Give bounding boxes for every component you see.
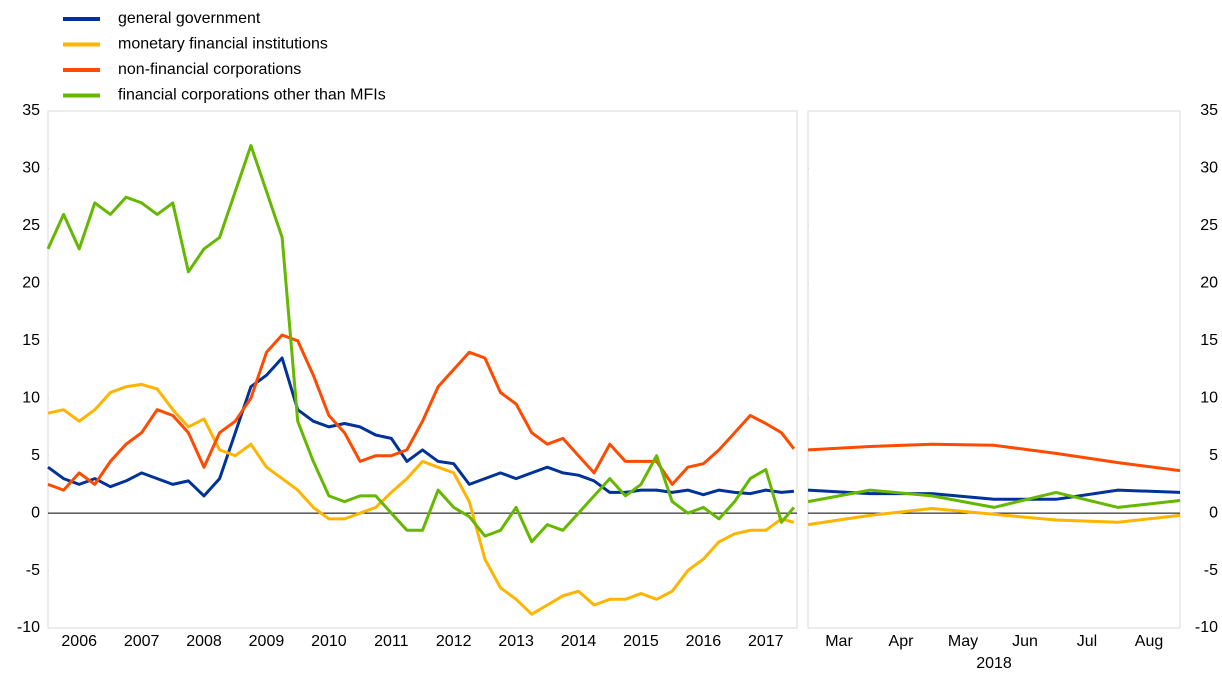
legend-label: financial corporations other than MFIs [118, 87, 386, 104]
x-axis-label: 2018 [976, 655, 1012, 672]
x-tick-label: 2017 [748, 633, 784, 650]
y-tick-label: 10 [22, 389, 40, 406]
y-tick-label: 30 [22, 160, 40, 177]
y-tick-label: 5 [1209, 447, 1218, 464]
legend-label: general government [118, 10, 261, 27]
x-tick-label: May [948, 633, 978, 650]
series-line [807, 488, 1181, 509]
series-line [47, 356, 795, 498]
y-tick-label: -10 [1195, 619, 1218, 636]
y-tick-label: 25 [22, 217, 40, 234]
y-tick-label: 0 [31, 504, 40, 521]
series-line [47, 382, 795, 616]
x-tick-label: Jun [1012, 633, 1038, 650]
y-tick-label: -10 [17, 619, 40, 636]
series-line [47, 333, 796, 492]
x-tick-label: Jul [1077, 633, 1097, 650]
x-tick-label: 2010 [311, 633, 347, 650]
y-tick-label: 25 [1200, 217, 1218, 234]
x-tick-label: 2009 [249, 633, 285, 650]
x-tick-label: 2015 [623, 633, 659, 650]
y-tick-label: -5 [26, 562, 40, 579]
y-tick-label: 15 [1200, 332, 1218, 349]
y-tick-label: 20 [1200, 275, 1218, 292]
series-line [807, 442, 1181, 473]
x-tick-label: Mar [825, 633, 853, 650]
plot-frame [807, 110, 1181, 629]
x-tick-label: 2014 [561, 633, 597, 650]
y-tick-label: 35 [1200, 102, 1218, 119]
x-tick-label: Apr [889, 633, 915, 650]
series-line [807, 488, 1181, 501]
y-tick-label: 30 [1200, 160, 1218, 177]
x-tick-label: 2006 [61, 633, 97, 650]
x-tick-label: 2016 [686, 633, 722, 650]
y-tick-label: 5 [31, 447, 40, 464]
x-tick-label: 2012 [436, 633, 472, 650]
plot-frame [47, 110, 798, 629]
x-tick-label: 2007 [124, 633, 160, 650]
y-tick-label: 35 [22, 102, 40, 119]
x-tick-label: 2013 [498, 633, 534, 650]
y-tick-label: 15 [22, 332, 40, 349]
y-tick-label: -5 [1204, 562, 1218, 579]
y-tick-label: 20 [22, 275, 40, 292]
y-tick-label: 10 [1200, 389, 1218, 406]
legend-label: non-financial corporations [118, 61, 301, 78]
legend-label: monetary financial institutions [118, 36, 328, 53]
y-tick-label: 0 [1209, 504, 1218, 521]
x-tick-label: Aug [1135, 633, 1163, 650]
x-tick-label: 2011 [374, 633, 409, 650]
x-tick-label: 2008 [186, 633, 222, 650]
series-line [46, 144, 796, 544]
series-line [807, 507, 1181, 527]
